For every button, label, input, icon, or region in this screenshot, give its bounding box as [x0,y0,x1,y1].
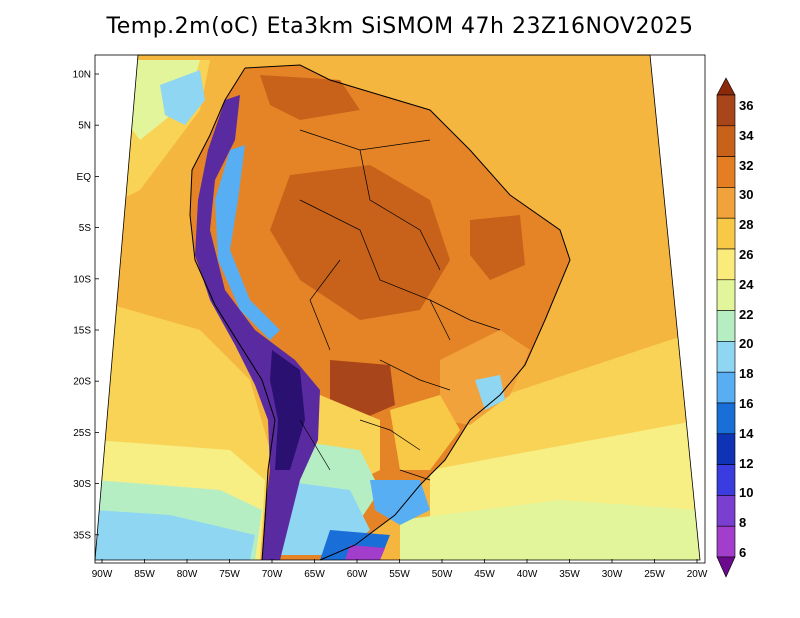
lon-label: 25W [644,569,665,580]
temperature-field [95,55,700,560]
south-brazil-cool [390,395,460,470]
caribbean-hot-zone [260,75,360,120]
chaco-hot-zone [330,360,395,420]
lon-label: 75W [219,569,240,580]
lat-label: EQ [77,172,92,183]
lat-label: 5N [78,121,91,132]
colorbar-level-label: 16 [739,396,753,411]
colorbar-swatch [716,248,736,281]
atlantic-south-green [400,500,700,560]
atlantic-north-mid [440,55,660,170]
colorbar-swatch [716,341,736,373]
colorbar-level-label: 28 [739,217,753,232]
colorbar-level-label: 18 [739,366,753,381]
colorbar-level-label: 26 [739,247,753,262]
pacific-blue-patch [160,70,205,125]
latitude-axis: 10N 5N EQ 5S 10S 15S 20S 25S 30S 35S [73,70,99,541]
andes-blue-edge [215,145,280,340]
map-title: Temp.2m(oC) Eta3km SiSMOM 47h 23Z16NOV20… [106,14,694,39]
colorbar-swatch [716,525,736,558]
lon-label: 70W [262,569,283,580]
colorbar-swatch [716,156,736,188]
andes-core [270,350,305,470]
lon-label: 55W [389,569,410,580]
colorbar-bottom-arrow [716,556,736,578]
colorbar-level-label: 32 [739,158,753,173]
colorbar-swatch [716,187,736,219]
amazon-hot-zone [270,165,450,320]
colorbar-level-label: 12 [739,456,753,471]
colorbar-level-label: 8 [739,515,746,530]
colorbar-level-label: 34 [739,128,754,143]
political-borders [299,129,501,481]
colorbar-swatch [716,371,736,404]
colorbar-swatch [716,433,736,465]
lon-label: 30W [602,569,623,580]
colorbar-level-label: 14 [739,426,754,441]
colorbar-level-label: 6 [739,545,746,560]
longitude-axis: 90W 85W 80W 75W 70W 65W 60W 55W 50W 45W 40W 35W 30W 2… [92,559,708,580]
lat-label: 10S [73,274,91,285]
lon-label: 35W [559,569,580,580]
colorbar-swatch [716,495,736,527]
colorbar-swatch [716,279,736,311]
lon-label: 85W [134,569,155,580]
plot-frame [94,54,706,564]
colorbar-swatch [716,217,736,250]
lon-label: 45W [474,569,495,580]
lon-label: 40W [517,569,538,580]
colorbar-level-label: 20 [739,336,753,351]
colorbar-swatch [716,402,736,435]
northeast-hot-zone [470,215,525,280]
pacific-south-blue [95,510,255,560]
lat-label: 15S [73,326,91,337]
colorbar-top-arrow [716,77,736,96]
colorbar-swatch [716,125,736,157]
colorbar-level-label: 22 [739,307,753,322]
lat-label: 30S [73,479,91,490]
lon-label: 60W [347,569,368,580]
lon-label: 50W [432,569,453,580]
colorbar: 36 34 32 30 28 26 24 22 20 18 16 14 12 10 8 6 [716,77,754,578]
lat-label: 35S [73,530,91,541]
lon-label: 80W [177,569,198,580]
southeast-blue-patch [475,375,505,410]
continent-coastline [189,64,571,561]
colorbar-level-label: 36 [739,98,753,113]
lat-label: 5S [79,223,92,234]
southeast-mild [440,330,530,425]
patagonia-purple [345,545,385,560]
lat-label: 25S [73,428,91,439]
lat-label: 10N [73,70,91,81]
lon-label: 65W [304,569,325,580]
lat-label: 20S [73,377,91,388]
colorbar-level-label: 24 [739,277,754,292]
lon-label: 20W [687,569,708,580]
colorbar-swatch [716,464,736,496]
colorbar-swatch [716,94,736,127]
lon-label: 90W [92,569,113,580]
colorbar-level-label: 10 [739,485,753,500]
colorbar-level-label: 30 [739,187,753,202]
colorbar-swatch [716,310,736,342]
